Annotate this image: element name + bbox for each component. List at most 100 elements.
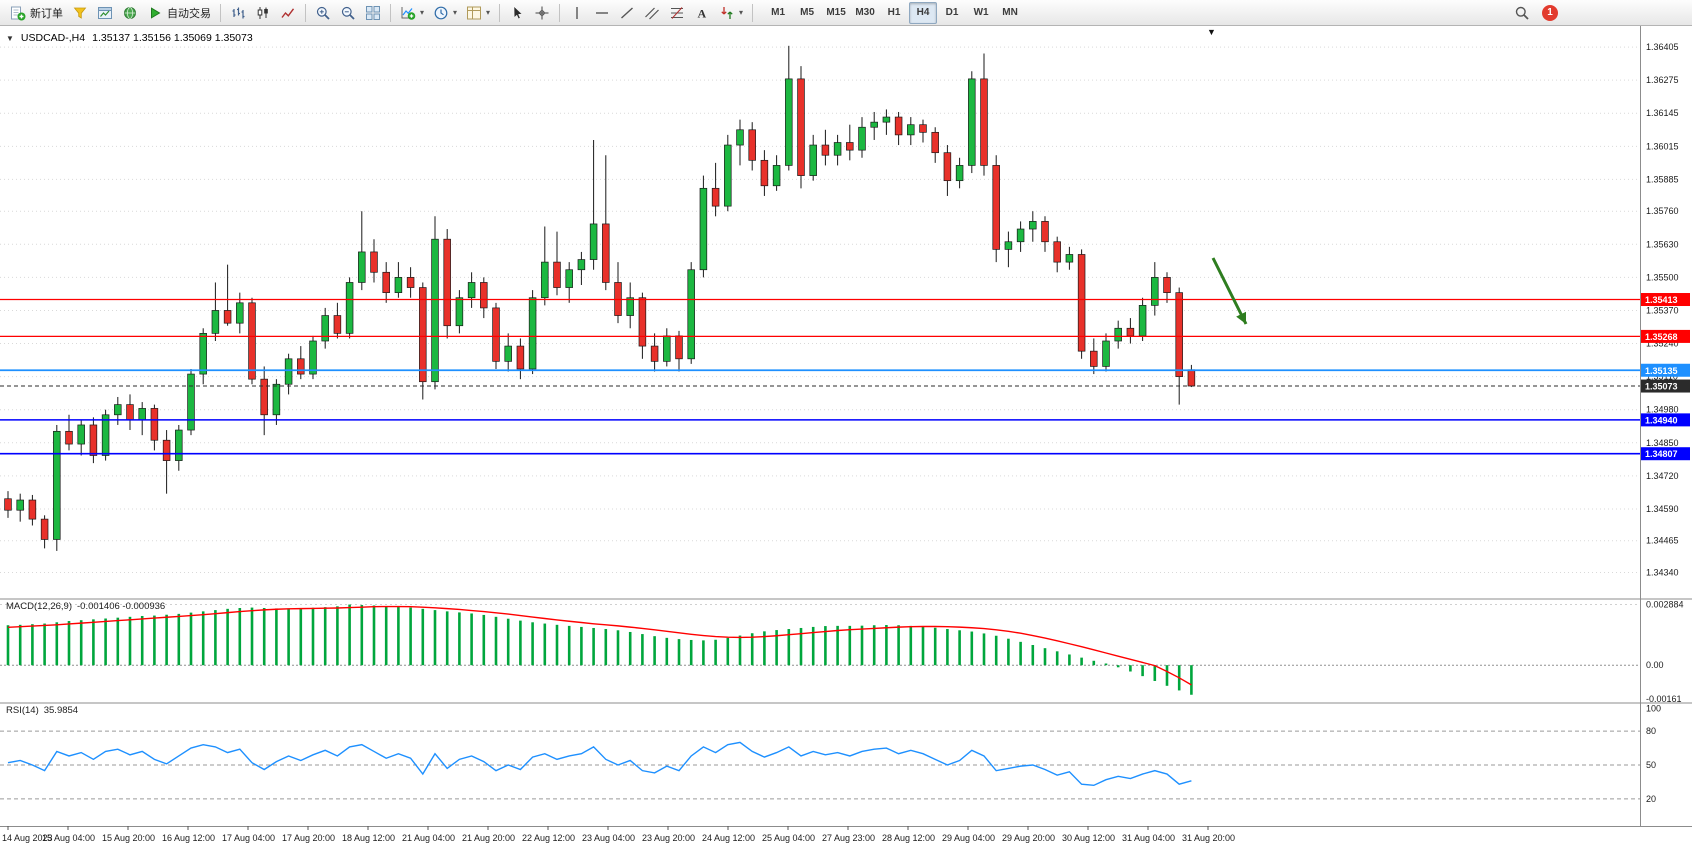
zoom-out-icon (340, 5, 356, 21)
price-tick-label: 1.35760 (1646, 206, 1679, 216)
rsi-name: RSI(14) (6, 705, 39, 716)
templates-icon (466, 5, 482, 21)
candle-body (638, 297, 647, 347)
timeframe-w1[interactable]: W1 (973, 6, 989, 18)
candle-body (248, 302, 256, 380)
macd-tick-label: -0.00161 (1646, 694, 1682, 704)
chevron-down-icon[interactable]: ▾ (739, 8, 744, 17)
line-chart-button[interactable] (276, 2, 300, 24)
timeframe-m1[interactable]: M1 (771, 6, 786, 18)
price-line-badge-label: 1.35135 (1645, 366, 1678, 376)
time-tick-label: 29 Aug 20:00 (1002, 833, 1055, 843)
timeframe-m30[interactable]: M30 (855, 6, 875, 18)
timeframe-d1[interactable]: D1 (945, 6, 959, 18)
text-tool-button[interactable]: A (690, 2, 714, 24)
chevron-down-icon[interactable]: ▾ (486, 8, 491, 17)
toolbar-separator (220, 3, 221, 22)
auto-trading-button[interactable]: 自动交易 (143, 2, 215, 24)
candle-body (626, 297, 634, 316)
candle-body (724, 144, 732, 207)
candle-body (1151, 277, 1159, 306)
periods-button[interactable]: ▾ (429, 2, 461, 24)
price-tick-label: 1.34590 (1646, 504, 1679, 514)
candle-body (1016, 228, 1025, 243)
timeframe-h4[interactable]: H4 (909, 1, 938, 24)
zoom-out-button[interactable] (336, 2, 360, 24)
candle-body (480, 282, 488, 309)
channel-button[interactable] (640, 2, 664, 24)
candle-body (907, 124, 915, 136)
timeframe-m15[interactable]: M15 (826, 6, 846, 18)
chevron-down-icon[interactable]: ▾ (420, 8, 425, 17)
time-tick-label: 17 Aug 20:00 (282, 833, 335, 843)
tile-windows-button[interactable] (361, 2, 385, 24)
macd-panel[interactable] (0, 600, 1640, 702)
search-icon (1514, 5, 1530, 21)
candle-body (65, 430, 73, 445)
time-tick-label: 15 Aug 20:00 (102, 833, 155, 843)
zoom-in-button[interactable] (311, 2, 335, 24)
macd-label: MACD(12,26,9) -0.001406 -0.000936 (6, 601, 165, 612)
chart-window-button[interactable] (93, 2, 117, 24)
symbol-period-label: USDCAD-,H4 (20, 32, 86, 44)
toolbar-separator (752, 3, 754, 22)
candle-body (602, 223, 610, 283)
candle-body (1090, 350, 1098, 367)
candle-body (1077, 254, 1086, 352)
candle-body (821, 144, 830, 156)
time-tick-label: 23 Aug 04:00 (582, 833, 635, 843)
chevron-down-icon[interactable]: ▾ (453, 8, 458, 17)
vertical-line-button[interactable] (565, 2, 589, 24)
macd-name: MACD(12,26,9) (6, 601, 72, 612)
candle-body (175, 429, 183, 461)
arrows-tool-button[interactable]: ▾ (715, 2, 747, 24)
timeframe-h1[interactable]: H1 (887, 6, 901, 18)
candle-body (785, 78, 793, 166)
candlestick-chart-button[interactable] (251, 2, 275, 24)
trend-arrow-line[interactable] (1211, 257, 1248, 325)
trendline-button[interactable] (615, 2, 639, 24)
candle-body (1004, 241, 1013, 250)
time-tick-label: 25 Aug 04:00 (762, 833, 815, 843)
macd-signal-line (7, 605, 1192, 686)
templates-button[interactable]: ▾ (462, 2, 494, 24)
timeframe-mn[interactable]: MN (1002, 6, 1018, 18)
rsi-tick-label: 100 (1646, 704, 1661, 714)
candle-body (650, 345, 659, 362)
chart-canvas[interactable] (0, 26, 1640, 598)
candle-body (565, 269, 573, 288)
fibonacci-icon (669, 5, 685, 21)
chart-shift-marker[interactable]: ▼ (1207, 27, 1216, 37)
time-tick-label: 14 Aug 2023 (2, 833, 53, 843)
time-tick-label: 28 Aug 12:00 (882, 833, 935, 843)
price-tick-label: 1.35500 (1646, 272, 1679, 282)
fibonacci-button[interactable] (665, 2, 689, 24)
candle-body (955, 165, 964, 182)
one-click-trading-toggle[interactable]: ▼ (6, 33, 14, 43)
cursor-button[interactable] (505, 2, 529, 24)
price-axis[interactable] (1640, 26, 1692, 826)
toolbar-right-group: 1 (1510, 2, 1558, 24)
search-button[interactable] (1510, 2, 1534, 24)
indicators-button[interactable]: ▾ (396, 2, 428, 24)
time-axis[interactable] (0, 826, 1692, 855)
crosshair-button[interactable] (530, 2, 554, 24)
horizontal-line-button[interactable] (590, 2, 614, 24)
candle-body (1029, 221, 1037, 230)
new-order-icon (10, 5, 26, 21)
candle-body (760, 159, 769, 187)
arrows-tool-icon (719, 5, 735, 21)
time-tick-label: 29 Aug 04:00 (942, 833, 995, 843)
timeframe-m5[interactable]: M5 (800, 6, 815, 18)
rsi-panel[interactable] (0, 704, 1640, 826)
candle-body (382, 271, 390, 293)
funnel-button[interactable] (68, 2, 92, 24)
candle-body (419, 287, 427, 383)
globe-button[interactable] (118, 2, 142, 24)
rsi-tick-label: 20 (1646, 794, 1656, 804)
price-tick-label: 1.36145 (1646, 108, 1679, 118)
bar-chart-button[interactable] (226, 2, 250, 24)
candle-body (431, 238, 439, 383)
notification-badge[interactable]: 1 (1542, 4, 1558, 21)
new-order-button[interactable]: 新订单 (6, 2, 67, 24)
